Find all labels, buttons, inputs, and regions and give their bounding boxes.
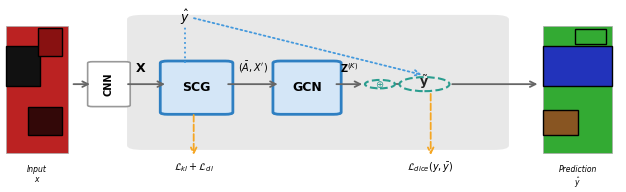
FancyBboxPatch shape: [543, 46, 612, 86]
FancyBboxPatch shape: [543, 110, 578, 135]
Text: $\tilde{\mathbf{y}}$: $\tilde{\mathbf{y}}$: [419, 74, 429, 91]
FancyBboxPatch shape: [543, 26, 612, 152]
Text: Input
$x$: Input $x$: [27, 165, 47, 184]
Text: SCG: SCG: [182, 81, 211, 94]
FancyBboxPatch shape: [273, 61, 341, 114]
Text: $\hat{y}$: $\hat{y}$: [180, 8, 190, 27]
FancyBboxPatch shape: [6, 26, 68, 152]
Text: $\mathbf{Z}^{(K)}$: $\mathbf{Z}^{(K)}$: [340, 62, 359, 75]
FancyBboxPatch shape: [160, 61, 233, 114]
Text: Prediction
$\hat{y}$: Prediction $\hat{y}$: [558, 165, 597, 190]
Text: $\mathbf{X}$: $\mathbf{X}$: [135, 62, 146, 75]
FancyBboxPatch shape: [88, 62, 130, 107]
Text: $\mathcal{L}_{kl} + \mathcal{L}_{dl}$: $\mathcal{L}_{kl} + \mathcal{L}_{dl}$: [173, 161, 213, 174]
Text: $\oplus$: $\oplus$: [376, 79, 384, 90]
FancyBboxPatch shape: [575, 29, 605, 44]
FancyBboxPatch shape: [28, 107, 62, 135]
Text: $(\bar{A}, X^{\prime})$: $(\bar{A}, X^{\prime})$: [238, 60, 268, 75]
FancyBboxPatch shape: [38, 28, 62, 56]
Text: $\mathcal{L}_{dice}(y, \bar{y})$: $\mathcal{L}_{dice}(y, \bar{y})$: [408, 161, 454, 175]
Text: CNN: CNN: [104, 72, 114, 96]
Text: GCN: GCN: [292, 81, 322, 94]
FancyBboxPatch shape: [127, 15, 509, 150]
FancyBboxPatch shape: [6, 46, 40, 86]
